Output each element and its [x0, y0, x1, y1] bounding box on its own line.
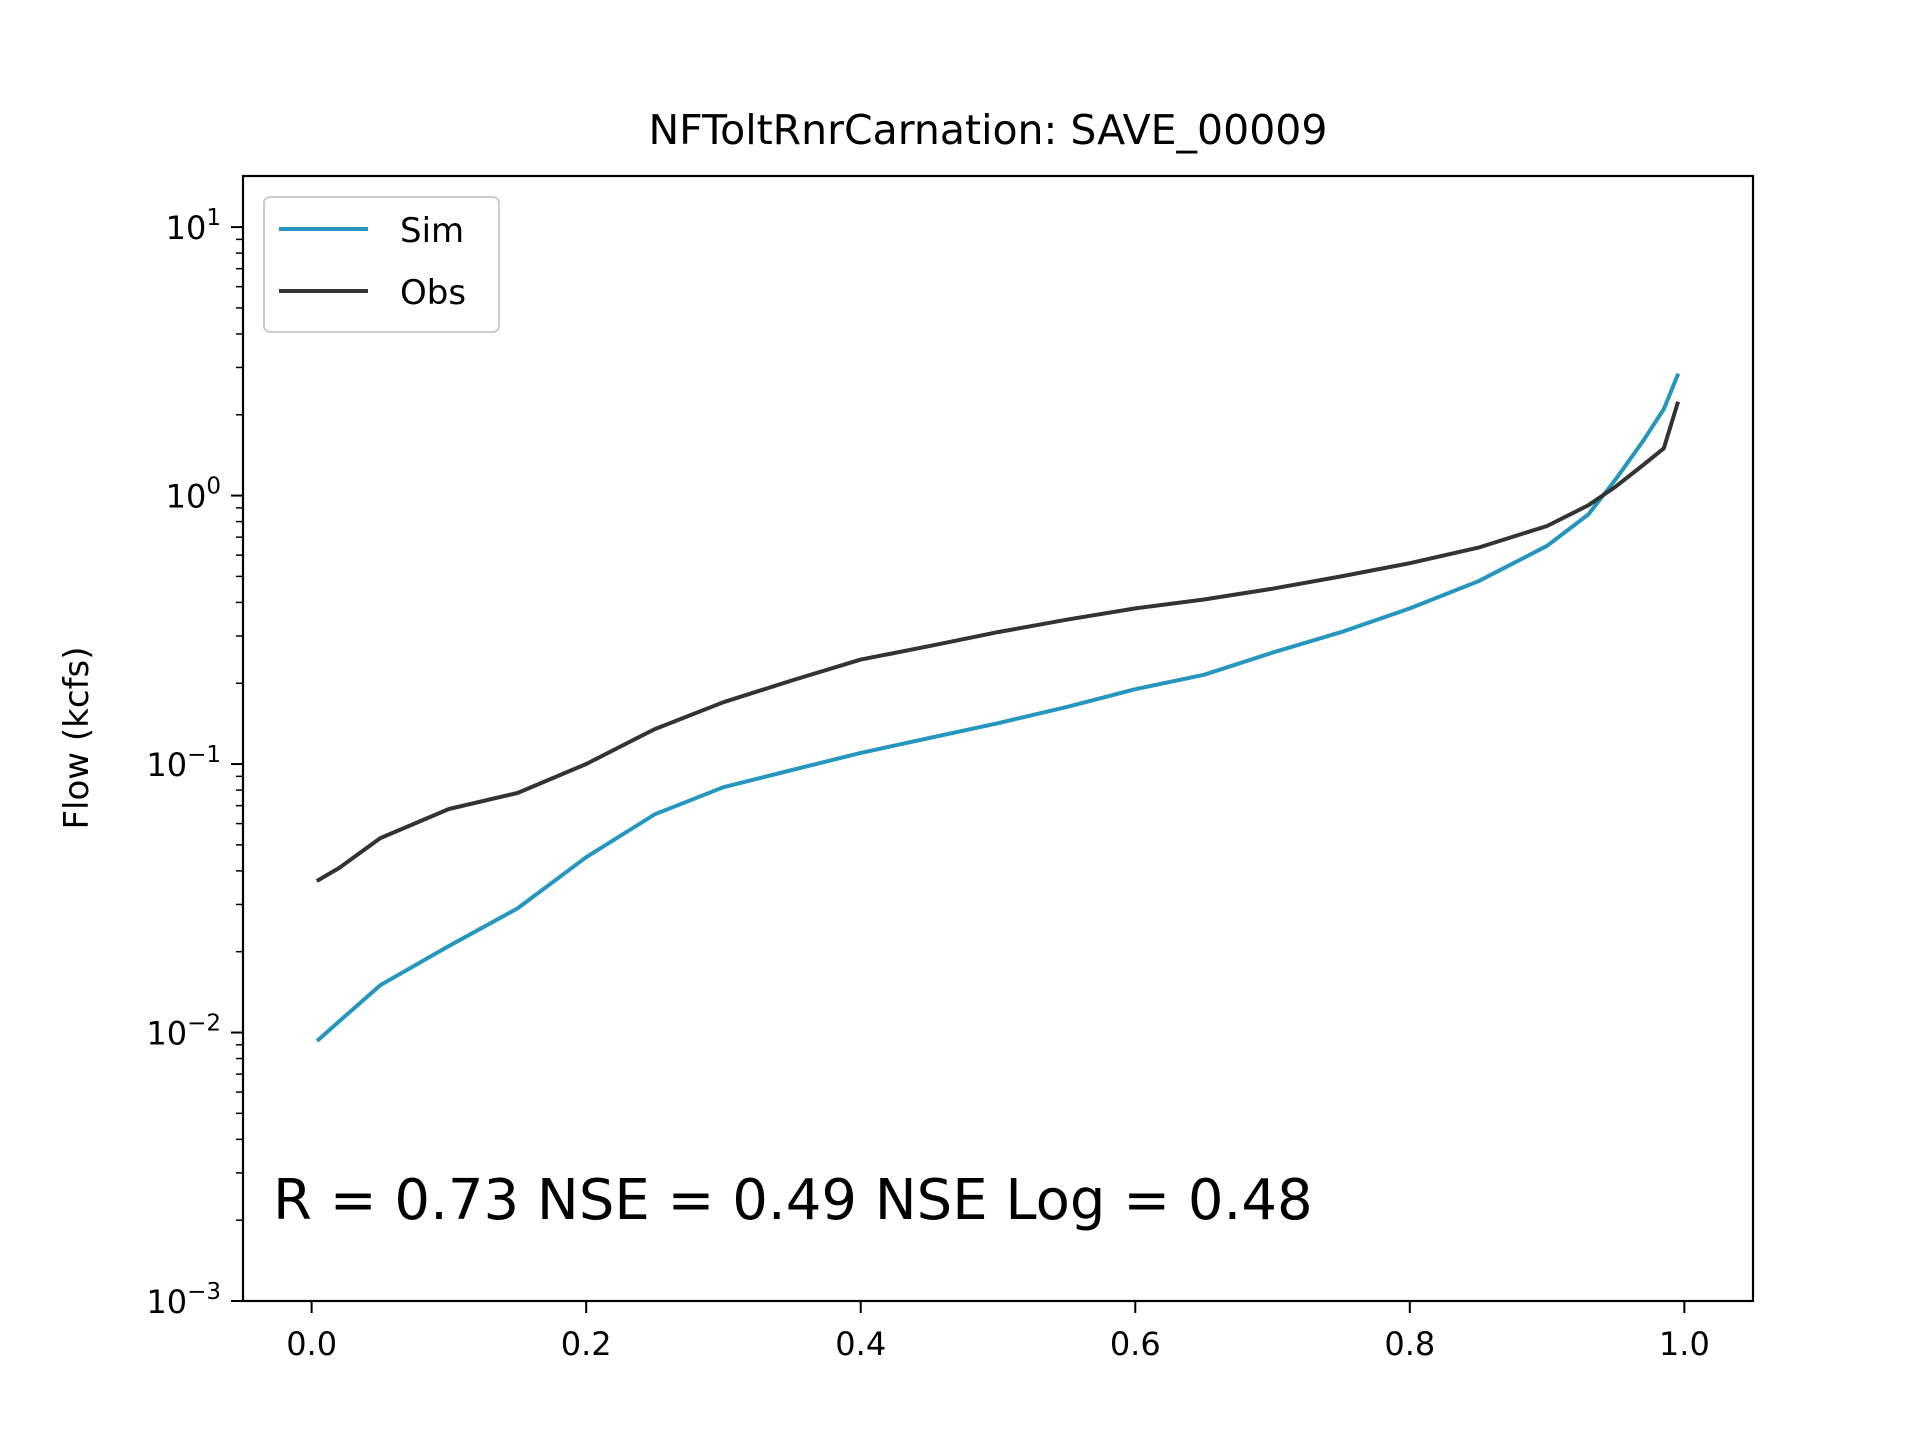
y-minor-ticks [236, 238, 243, 1221]
legend-label-obs: Obs [400, 273, 466, 313]
x-tick-label: 0.8 [1384, 1325, 1435, 1363]
x-tick-label: 1.0 [1659, 1325, 1710, 1363]
y-tick-label: 10−1 [146, 742, 221, 784]
x-ticks: 0.0 0.2 0.4 0.6 0.8 1.0 [286, 1301, 1710, 1363]
legend-label-sim: Sim [400, 211, 464, 251]
series-line-sim [315, 372, 1681, 1043]
metrics-annotation: R = 0.73 NSE = 0.49 NSE Log = 0.48 [273, 1168, 1313, 1233]
x-tick-label: 0.0 [286, 1325, 337, 1363]
series-line-obs [315, 401, 1680, 883]
legend: Sim Obs [263, 196, 500, 333]
y-axis-label: Flow (kcfs) [57, 646, 97, 829]
plot-frame [241, 174, 1755, 1303]
chart-title: NFToltRnrCarnation: SAVE_00009 [649, 106, 1328, 154]
x-tick-label: 0.6 [1110, 1325, 1161, 1363]
x-tick-label: 0.2 [561, 1325, 612, 1363]
x-tick-label: 0.4 [835, 1325, 886, 1363]
series-layer [315, 372, 1681, 1043]
